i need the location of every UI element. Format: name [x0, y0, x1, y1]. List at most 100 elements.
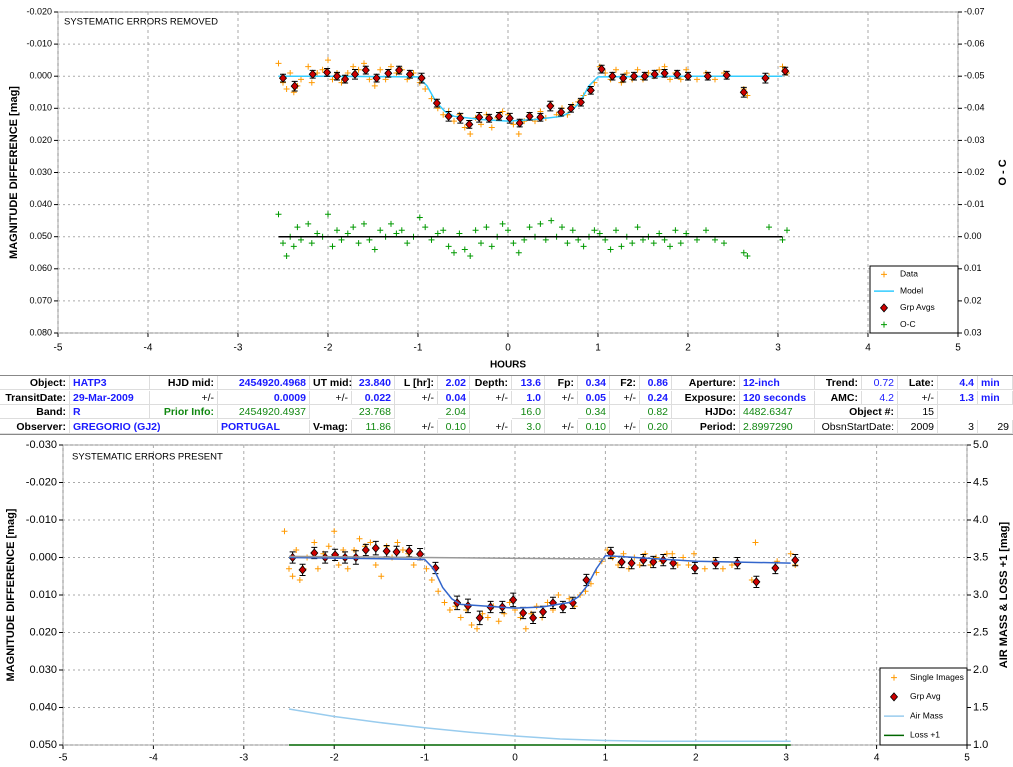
y-axis-title: MAGNITUDE DIFFERENCE [mag]: [5, 508, 17, 681]
data-point: [434, 230, 441, 237]
y-tick-label: 0.020: [29, 135, 52, 145]
data-point: [334, 227, 340, 234]
data-point: [287, 69, 294, 76]
data-point: [461, 246, 468, 253]
data-point: [613, 66, 619, 73]
group-average: [582, 575, 591, 585]
table-cell: min: [978, 390, 1013, 405]
group-average: [405, 546, 414, 556]
table-cell: +/-: [545, 390, 578, 405]
data-point: [484, 614, 491, 621]
data-point: [636, 562, 643, 568]
x-tick-label: -3: [239, 753, 248, 764]
data-point: [669, 550, 676, 557]
table-cell: 3.0: [512, 419, 545, 434]
data-point: [281, 528, 288, 535]
data-point: [293, 547, 300, 553]
group-average: [382, 546, 391, 556]
x-tick-label: -2: [330, 753, 339, 764]
group-average: [650, 69, 659, 79]
table-cell: 4.2: [862, 390, 898, 405]
y2-tick-label: 3.5: [973, 551, 988, 563]
legend-symbol: [881, 271, 887, 278]
data-point: [580, 243, 587, 250]
table-cell: 0.022: [352, 390, 395, 405]
data-point: [537, 220, 544, 227]
data-point: [623, 69, 630, 76]
table-cell: +/-: [610, 390, 640, 405]
data-point: [377, 227, 384, 234]
table-cell: +/-: [898, 390, 938, 405]
data-point: [521, 236, 528, 243]
data-point: [663, 550, 670, 557]
table-cell: 2.8997290: [740, 419, 815, 434]
group-average: [608, 71, 617, 81]
legend-symbol: [879, 303, 889, 313]
table-cell: +/-: [470, 390, 512, 405]
data-point: [748, 577, 755, 583]
legend-symbol: [891, 674, 897, 681]
group-average: [332, 71, 342, 81]
data-point: [779, 63, 786, 70]
table-cell: HJD mid:: [150, 376, 218, 390]
group-average: [538, 607, 548, 617]
data-point: [650, 240, 657, 247]
group-average: [781, 66, 790, 76]
group-average: [341, 74, 350, 84]
group-average: [791, 555, 800, 565]
data-point: [712, 76, 718, 83]
y2-tick-label: -0.01: [964, 199, 985, 209]
data-point: [325, 543, 332, 550]
data-point: [308, 79, 315, 86]
data-point: [319, 66, 326, 73]
group-average: [417, 73, 426, 83]
table-cell: Exposure:: [672, 390, 740, 405]
x-tick-label: 4: [874, 753, 880, 764]
data-point: [667, 76, 673, 83]
y-tick-label: 0.050: [29, 739, 57, 751]
data-point: [446, 607, 453, 613]
data-point: [440, 111, 447, 118]
y2-tick-label: -0.06: [964, 38, 985, 48]
table-cell: Trend:: [815, 376, 862, 390]
data-point: [372, 562, 379, 568]
group-average: [505, 113, 514, 123]
group-average: [557, 107, 566, 117]
data-point: [445, 243, 452, 250]
data-point: [677, 76, 684, 83]
table-cell: 15: [898, 405, 938, 419]
group-average: [761, 73, 770, 83]
table-cell: HJDo:: [672, 405, 740, 419]
data-point: [335, 562, 342, 568]
data-point: [422, 86, 429, 93]
series-line: [288, 554, 791, 609]
table-cell: +/-: [395, 419, 438, 434]
table-cell: Observer:: [0, 419, 70, 434]
table-cell: +/-: [545, 419, 578, 434]
data-point: [289, 573, 296, 580]
data-point: [422, 224, 429, 231]
data-point: [685, 562, 692, 568]
data-point: [344, 565, 351, 572]
data-point: [564, 240, 571, 247]
table-cell: +/-: [610, 419, 640, 434]
data-point: [526, 224, 533, 231]
data-point: [283, 252, 290, 259]
group-average: [465, 119, 474, 129]
data-point: [461, 124, 468, 131]
group-average: [395, 65, 404, 75]
table-cell: 13.6: [512, 376, 545, 390]
data-point: [361, 60, 367, 67]
data-point: [559, 224, 565, 231]
data-point: [521, 118, 528, 125]
data-point: [350, 63, 357, 70]
y-tick-label: 0.040: [29, 701, 57, 713]
group-average: [536, 112, 545, 122]
data-point: [325, 57, 331, 64]
data-point: [533, 603, 540, 610]
data-point: [694, 76, 700, 83]
group-average: [690, 563, 699, 573]
y-tick-label: 0.030: [29, 167, 52, 177]
group-average: [519, 608, 528, 618]
table-cell: min: [978, 376, 1013, 390]
